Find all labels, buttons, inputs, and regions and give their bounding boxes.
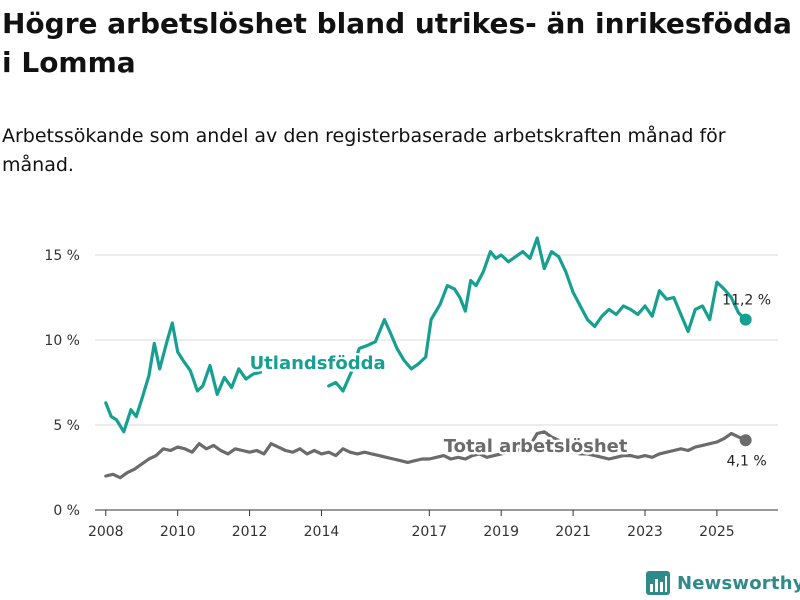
y-tick-label: 5 % <box>53 418 80 434</box>
series-line-total-arbetsl-shet <box>104 430 748 480</box>
x-tick-label: 2012 <box>232 524 268 540</box>
x-tick-label: 2014 <box>304 524 340 540</box>
y-tick-label: 15 % <box>44 248 80 264</box>
page-title: Högre arbetslöshet bland utrikes- än inr… <box>2 7 792 79</box>
page-subtitle: Arbetssökande som andel av den registerb… <box>2 125 726 176</box>
x-tick-label: 2023 <box>627 524 663 540</box>
x-tick-label: 2021 <box>555 524 591 540</box>
gridlines <box>95 254 778 426</box>
x-axis-ticks: 2008 2010 2012 2014 2017 2019 2021 2023 2025 <box>88 510 735 540</box>
x-tick-label: 2019 <box>483 524 519 540</box>
series-line-utlandsf-dda <box>104 236 748 434</box>
end-value-label: 4,1 % <box>727 453 767 469</box>
series-name-label: Utlandsfödda <box>250 353 386 374</box>
series-end-point-total-arbetsl-shet <box>739 434 752 447</box>
series-lines <box>104 236 752 480</box>
series-end-point-utlandsf-dda <box>739 313 752 326</box>
bar-chart-logo-icon <box>646 571 670 595</box>
end-value-label: 11,2 % <box>722 293 771 309</box>
y-tick-label: 10 % <box>44 333 80 349</box>
x-tick-label: 2010 <box>160 524 196 540</box>
brand-logo: Newsworthy <box>645 568 800 598</box>
x-tick-label: 2017 <box>411 524 447 540</box>
series-name-label: Total arbetslöshet <box>444 436 628 457</box>
y-tick-label: 0 % <box>53 503 80 519</box>
y-axis-ticks: 0 % 5 % 10 % 15 % <box>44 248 80 519</box>
x-tick-label: 2008 <box>88 524 124 540</box>
brand-name: Newsworthy <box>677 572 800 594</box>
series-labels: 4,1 % 11,2 % Utlandsfödda Total arbetslöshe… <box>247 293 771 470</box>
x-tick-label: 2025 <box>699 524 735 540</box>
